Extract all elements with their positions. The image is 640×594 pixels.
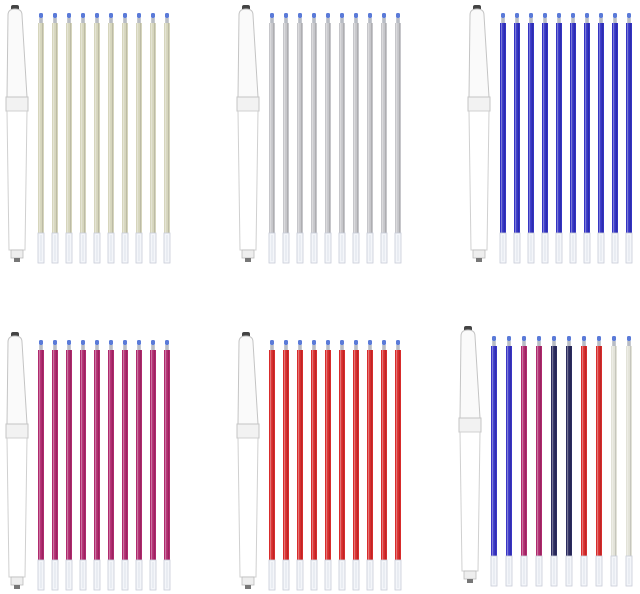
blue-set <box>467 4 632 263</box>
silver-set <box>236 4 401 263</box>
refills <box>269 13 401 263</box>
refills <box>490 335 633 587</box>
beige-set <box>5 4 170 263</box>
pen <box>236 331 260 590</box>
mixed-set <box>458 325 633 587</box>
pen <box>5 4 29 263</box>
refills <box>269 340 401 590</box>
pen <box>458 325 482 584</box>
magenta-set <box>5 331 170 590</box>
pen <box>236 4 260 263</box>
refills <box>500 13 632 263</box>
red-set <box>236 331 401 590</box>
refills <box>38 340 170 590</box>
refills <box>38 13 170 263</box>
pen <box>467 4 491 263</box>
pen <box>5 331 29 590</box>
